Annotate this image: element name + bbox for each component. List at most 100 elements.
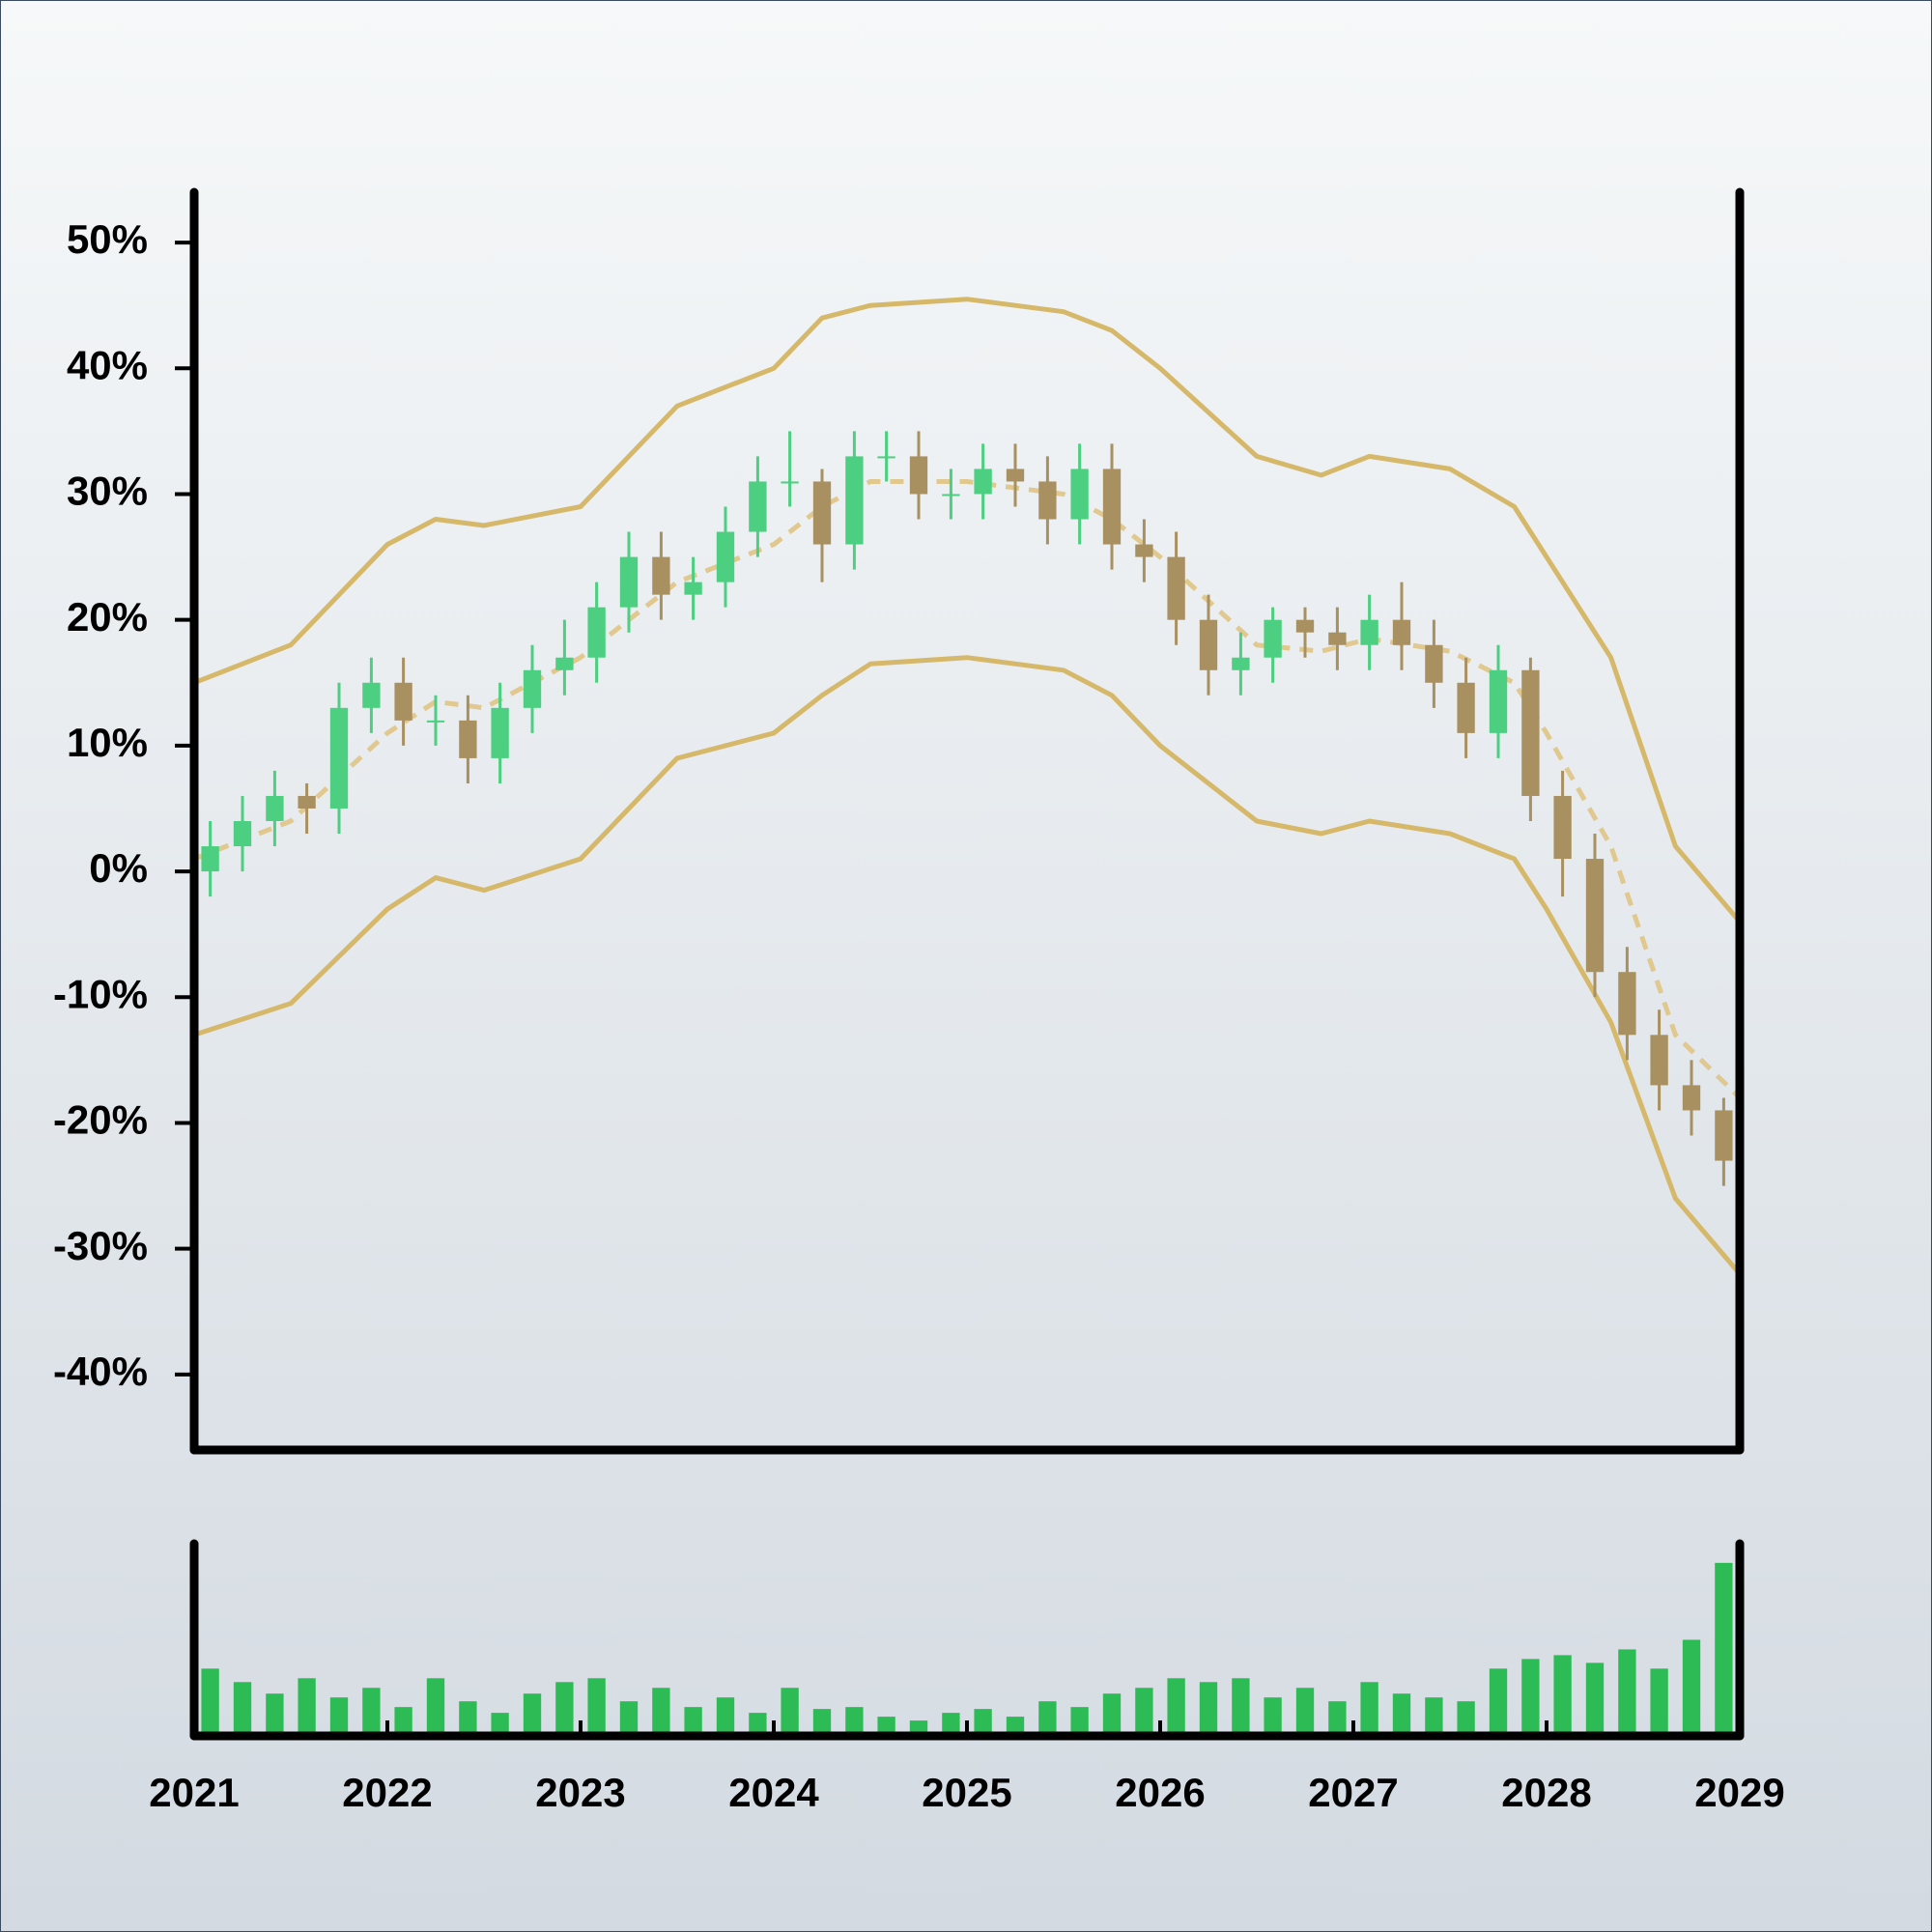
candle-body xyxy=(812,481,832,545)
candle-body xyxy=(652,556,670,595)
candle-body xyxy=(459,720,477,758)
candle-body xyxy=(1360,619,1378,645)
candle-body xyxy=(749,481,767,532)
volume-bar xyxy=(298,1678,316,1736)
candle-body xyxy=(877,456,895,459)
candle-body xyxy=(1038,481,1057,520)
volume-bar xyxy=(1618,1649,1636,1736)
candle-body xyxy=(619,556,639,608)
volume-bar xyxy=(1682,1639,1701,1736)
candle-body xyxy=(1070,469,1089,520)
lower-band xyxy=(193,655,1742,1276)
volume-bar xyxy=(1295,1688,1315,1736)
candle-body xyxy=(394,682,412,721)
x-tick-label: 2023 xyxy=(535,1770,625,1815)
volume-bar xyxy=(619,1701,639,1736)
x-tick-label: 2029 xyxy=(1694,1770,1784,1815)
volume-bar xyxy=(781,1688,799,1736)
y-tick-label: -20% xyxy=(53,1097,148,1143)
x-tick-label: 2028 xyxy=(1501,1770,1591,1815)
volume-bar xyxy=(1489,1668,1508,1736)
candle-body xyxy=(1328,632,1347,645)
volume-bar xyxy=(1006,1717,1025,1736)
volume-bar xyxy=(1715,1562,1733,1736)
x-tick-label: 2025 xyxy=(922,1770,1011,1815)
candle-body xyxy=(845,456,864,545)
volume-bar xyxy=(1553,1655,1572,1736)
candle-body xyxy=(1457,682,1475,733)
volume-bar xyxy=(1135,1688,1153,1736)
candle-body xyxy=(298,795,316,809)
y-tick-label: 50% xyxy=(67,216,148,262)
x-tick-label: 2021 xyxy=(149,1770,239,1815)
volume-bar xyxy=(201,1668,219,1736)
volume-bar xyxy=(329,1697,349,1736)
volume-bar xyxy=(1521,1659,1540,1736)
volume-bar xyxy=(426,1678,445,1736)
volume-bar xyxy=(1457,1701,1475,1736)
volume-bar xyxy=(1328,1701,1347,1736)
volume-bar xyxy=(684,1707,702,1736)
candle-body xyxy=(1135,544,1153,557)
volume-bar xyxy=(1392,1693,1411,1736)
candle-body xyxy=(1521,669,1540,796)
candle-body xyxy=(266,795,284,821)
candle-body xyxy=(491,707,509,758)
candle-body xyxy=(909,456,928,495)
volume-bar xyxy=(1425,1697,1443,1736)
volume-bar xyxy=(394,1707,412,1736)
candle-body xyxy=(1264,619,1282,658)
candle-body xyxy=(1553,795,1572,860)
x-tick-label: 2022 xyxy=(342,1770,432,1815)
candle-body xyxy=(329,707,349,809)
volume-bar xyxy=(812,1709,832,1736)
y-tick-label: -40% xyxy=(53,1349,148,1394)
candle-body xyxy=(1232,657,1250,670)
volume-bar xyxy=(491,1713,509,1736)
volume-bar xyxy=(652,1688,670,1736)
candle-body xyxy=(1425,644,1443,683)
volume-bar xyxy=(942,1713,960,1736)
volume-bar xyxy=(1264,1697,1282,1736)
volume-bar xyxy=(1360,1682,1378,1736)
candle-body xyxy=(1489,669,1508,733)
y-tick-label: -10% xyxy=(53,971,148,1016)
candle-body xyxy=(1715,1110,1733,1161)
volume-bar xyxy=(587,1678,606,1736)
candle-body xyxy=(942,494,960,497)
y-tick-label: -30% xyxy=(53,1223,148,1268)
volume-bar xyxy=(459,1701,477,1736)
candle-body xyxy=(1295,619,1315,633)
candle-body xyxy=(1199,619,1218,670)
volume-bar xyxy=(845,1707,864,1736)
y-tick-label: 20% xyxy=(67,594,148,639)
x-tick-label: 2024 xyxy=(728,1770,819,1815)
candle-body xyxy=(1585,859,1605,973)
middle-band xyxy=(193,479,1742,1100)
candle-body xyxy=(523,669,542,708)
candle-body xyxy=(781,481,799,484)
y-tick-label: 30% xyxy=(67,469,148,514)
volume-bar xyxy=(877,1717,895,1736)
volume-bar xyxy=(523,1693,542,1736)
volume-bar xyxy=(362,1688,381,1736)
candle-body xyxy=(1102,469,1122,545)
candle-body xyxy=(684,582,702,595)
volume-bar xyxy=(974,1709,992,1736)
x-tick-label: 2027 xyxy=(1308,1770,1398,1815)
volume-bar xyxy=(1070,1707,1089,1736)
volume-bar xyxy=(266,1693,284,1736)
upper-band xyxy=(193,297,1742,923)
y-tick-label: 10% xyxy=(67,720,148,765)
volume-bar xyxy=(1199,1682,1218,1736)
candle-body xyxy=(1392,619,1411,645)
volume-bar xyxy=(1102,1693,1122,1736)
candle-body xyxy=(362,682,381,708)
volume-bar xyxy=(1038,1701,1057,1736)
candle-body xyxy=(201,846,219,872)
candle-body xyxy=(1650,1035,1668,1086)
volume-bar xyxy=(716,1697,735,1736)
candle-body xyxy=(555,657,574,670)
